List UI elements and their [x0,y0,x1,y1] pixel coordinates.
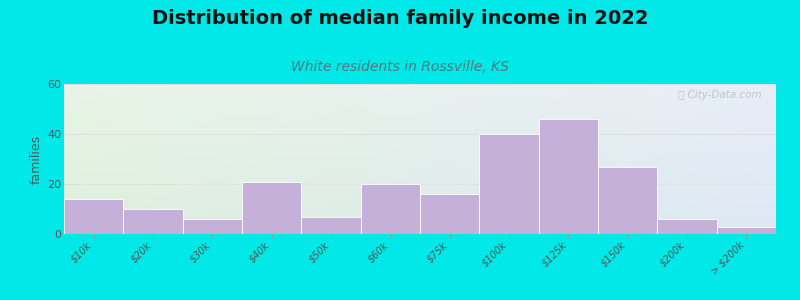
Bar [598,167,658,234]
Bar [658,219,717,234]
Y-axis label: families: families [30,134,43,184]
Bar [717,226,776,234]
Bar [361,184,420,234]
Text: ⓘ City-Data.com: ⓘ City-Data.com [678,90,762,100]
Text: Distribution of median family income in 2022: Distribution of median family income in … [152,9,648,28]
Bar [538,119,598,234]
Bar [302,217,361,234]
Bar [420,194,479,234]
Bar [123,209,182,234]
Bar [242,182,302,234]
Bar [479,134,538,234]
Text: White residents in Rossville, KS: White residents in Rossville, KS [291,60,509,74]
Bar [64,199,123,234]
Bar [182,219,242,234]
